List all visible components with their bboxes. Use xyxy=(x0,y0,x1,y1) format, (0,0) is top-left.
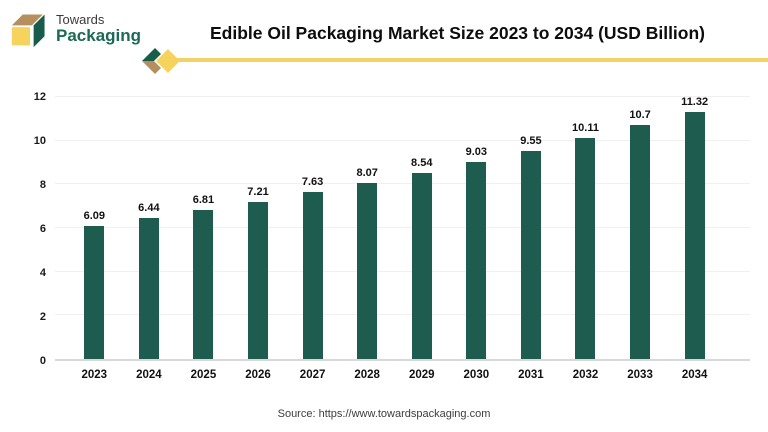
x-axis-label: 2023 xyxy=(81,369,108,381)
gridline xyxy=(55,183,750,185)
y-axis-label: 2 xyxy=(39,311,46,323)
bar: 9.55 xyxy=(520,135,542,359)
y-axis-label: 0 xyxy=(39,355,46,367)
bar-group: 9.55 2031 xyxy=(504,97,559,382)
bar-group: 7.63 2027 xyxy=(285,97,340,381)
chart-title: Edible Oil Packaging Market Size 2023 to… xyxy=(209,23,706,43)
bar-group: 8.07 2028 xyxy=(340,97,395,381)
bar-value-label: 6.09 xyxy=(83,210,105,223)
bar-value-label: 6.44 xyxy=(138,202,160,215)
x-axis-label: 2032 xyxy=(572,369,599,381)
bar: 10.7 xyxy=(629,109,651,359)
bar-value-label: 7.21 xyxy=(247,185,269,198)
x-axis-label: 2026 xyxy=(245,369,271,381)
bar: 8.54 xyxy=(411,157,432,359)
x-axis-label: 2028 xyxy=(354,369,380,381)
gridline xyxy=(55,314,750,316)
bar-group: 9.03 2030 xyxy=(449,97,504,381)
bar-group: 10.11 2032 xyxy=(558,97,613,381)
bar-group: 7.21 2026 xyxy=(231,97,286,381)
bar-value-label: 7.63 xyxy=(301,176,324,189)
bar: 11.32 xyxy=(681,96,708,359)
gridline xyxy=(55,139,750,141)
title-underline xyxy=(172,58,768,62)
plot-area: 6.09 2023 6.44 2024 6.81 2025 7.21 2026 7.63 2027… xyxy=(55,96,750,382)
bar-group: 6.44 2024 xyxy=(122,97,177,381)
bar-chart: 6.09 2023 6.44 2024 6.81 2025 7.21 2026 7.63 2027… xyxy=(0,85,768,387)
bar-group: 6.09 2023 xyxy=(67,97,122,381)
source-note: Source: https://www.towardspackaging.com xyxy=(277,408,491,420)
y-axis-label: 4 xyxy=(39,267,46,279)
gridline xyxy=(55,270,750,272)
bar: 7.21 xyxy=(247,186,269,359)
bar-group: 11.32 2034 xyxy=(667,96,722,381)
bar-value-label: 6.81 xyxy=(192,194,215,207)
bar-group: 6.81 2025 xyxy=(176,97,231,381)
bar-value-label: 9.55 xyxy=(520,134,542,147)
bar-group: 8.54 2029 xyxy=(394,97,449,381)
x-axis-label: 2030 xyxy=(463,369,490,381)
x-axis-label: 2029 xyxy=(408,369,435,381)
x-axis-label: 2031 xyxy=(518,369,544,381)
bar: 6.09 xyxy=(84,210,105,359)
bar-value-label: 8.07 xyxy=(356,166,378,179)
bar: 9.03 xyxy=(466,146,487,359)
logo-text-packaging: Packaging xyxy=(56,25,142,45)
logo-cube-icon xyxy=(11,14,45,48)
x-axis-label: 2033 xyxy=(627,369,653,381)
bar: 7.63 xyxy=(302,176,323,359)
x-axis-label: 2024 xyxy=(136,369,162,381)
bar: 8.07 xyxy=(356,167,378,359)
y-axis-label: 10 xyxy=(33,135,46,147)
logo: Towards Packaging xyxy=(10,8,141,50)
logo-text-towards: Towards xyxy=(56,12,105,28)
y-axis-label: 6 xyxy=(39,223,46,235)
bar: 10.11 xyxy=(572,122,599,359)
bar: 6.81 xyxy=(193,194,214,359)
bar-group: 10.7 2033 xyxy=(613,97,668,381)
bars-row: 6.09 2023 6.44 2024 6.81 2025 7.21 2026 7.63 2027… xyxy=(67,96,722,382)
bar: 6.44 xyxy=(138,202,160,359)
x-axis-label: 2025 xyxy=(190,369,217,381)
diamond-icon xyxy=(142,46,183,76)
x-axis-label: 2034 xyxy=(681,369,708,381)
bar-value-label: 8.54 xyxy=(411,156,433,169)
bar-value-label: 10.11 xyxy=(572,122,599,135)
x-axis-label: 2027 xyxy=(299,369,326,381)
gridline xyxy=(55,227,750,228)
gridline xyxy=(55,96,750,97)
bar-value-label: 11.32 xyxy=(681,95,709,108)
bar-value-label: 10.7 xyxy=(629,109,651,122)
y-axis-label: 12 xyxy=(33,91,46,103)
bar-value-label: 9.03 xyxy=(465,145,488,158)
logo-text: Towards Packaging xyxy=(56,13,141,44)
y-axis-label: 8 xyxy=(39,179,46,191)
